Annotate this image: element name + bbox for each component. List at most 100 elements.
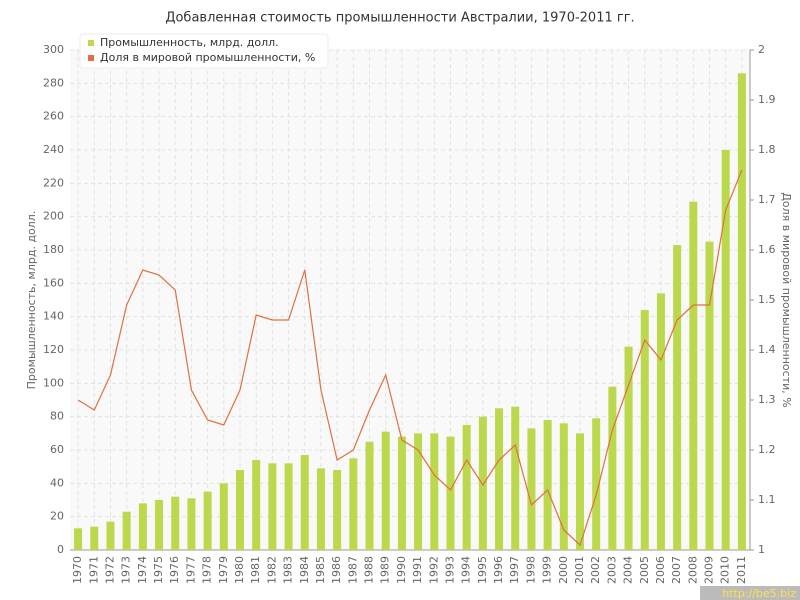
bar <box>624 346 633 550</box>
y-tick-label: 260 <box>43 110 64 123</box>
y2-tick-label: 1.2 <box>758 443 776 456</box>
x-tick-label: 1995 <box>476 556 489 584</box>
x-tick-label: 1980 <box>233 556 246 584</box>
x-tick-label: 2008 <box>686 556 699 584</box>
bar <box>155 500 164 550</box>
bar <box>252 460 261 550</box>
bar <box>187 498 196 550</box>
x-tick-label: 1991 <box>411 556 424 584</box>
x-tick-label: 1997 <box>508 556 521 584</box>
legend-box <box>79 33 329 69</box>
bar <box>640 310 649 550</box>
bar <box>122 511 131 550</box>
y2-tick-label: 1.6 <box>758 243 776 256</box>
x-tick-label: 2000 <box>557 556 570 584</box>
x-tick-label: 1978 <box>201 556 214 584</box>
y-tick-label: 280 <box>43 76 64 89</box>
bar <box>284 463 293 550</box>
bar <box>414 433 423 550</box>
legend: Промышленность, млрд. долл. Доля в мирово… <box>79 33 329 69</box>
y2-tick-label: 1.1 <box>758 493 776 506</box>
y2-tick-label: 1.5 <box>758 293 776 306</box>
x-tick-label: 2003 <box>605 556 618 584</box>
x-tick-label: 1979 <box>217 556 230 584</box>
bar <box>576 433 584 550</box>
bar <box>673 245 682 550</box>
y-tick-label: 220 <box>43 176 64 189</box>
y2-tick-label: 1 <box>758 543 765 556</box>
bar <box>495 408 504 550</box>
bar <box>236 470 244 550</box>
y-tick-label: 60 <box>50 443 64 456</box>
y-tick-label: 140 <box>43 310 64 323</box>
x-tick-label: 1972 <box>103 556 116 584</box>
x-tick-label: 1985 <box>314 556 327 584</box>
bar <box>478 416 487 550</box>
bar <box>316 468 325 550</box>
bar <box>608 386 617 550</box>
bar <box>397 436 406 550</box>
x-tick-label: 1974 <box>136 556 149 584</box>
y2-tick-label: 1.9 <box>758 93 776 106</box>
bar <box>446 436 455 550</box>
legend-swatch <box>88 40 94 46</box>
bar <box>559 423 568 550</box>
y-tick-label: 180 <box>43 243 64 256</box>
legend-label: Промышленность, млрд. долл. <box>100 36 279 49</box>
x-tick-label: 1987 <box>346 556 359 584</box>
legend-label: Доля в мировой промышленности, % <box>100 51 315 64</box>
x-tick-label: 1998 <box>524 556 537 584</box>
bar <box>527 428 536 550</box>
x-tick-label: 1977 <box>184 556 197 584</box>
y2-tick-label: 1.8 <box>758 143 776 156</box>
y2-axis-title: Доля в мировой промышленности, % <box>780 192 793 407</box>
y2-tick-label: 1.4 <box>758 343 776 356</box>
bar <box>592 418 601 550</box>
x-tick-label: 2007 <box>670 556 683 584</box>
y-tick-label: 300 <box>43 43 64 56</box>
bar <box>430 433 439 550</box>
y-tick-label: 160 <box>43 276 64 289</box>
x-tick-label: 2001 <box>573 556 586 584</box>
bar <box>90 526 99 550</box>
bar <box>689 201 698 550</box>
x-tick-label: 1992 <box>427 556 440 584</box>
x-tick-label: 1994 <box>460 556 473 584</box>
x-tick-label: 1975 <box>152 556 165 584</box>
x-tick-label: 2006 <box>654 556 667 584</box>
x-tick-label: 1990 <box>395 556 408 584</box>
y-tick-label: 120 <box>43 343 64 356</box>
watermark: http://be5.biz <box>722 587 796 600</box>
y-axis-title: Промышленность, млрд. долл. <box>25 211 38 390</box>
x-tick-label: 2002 <box>589 556 602 584</box>
bar <box>737 73 746 550</box>
x-tick-label: 1983 <box>282 556 295 584</box>
x-tick-label: 1984 <box>298 556 311 584</box>
bar <box>203 491 212 550</box>
x-tick-label: 1989 <box>379 556 392 584</box>
x-tick-label: 2010 <box>719 556 732 584</box>
x-tick-label: 1973 <box>120 556 133 584</box>
y-tick-label: 40 <box>50 476 64 489</box>
x-tick-label: 1976 <box>168 556 181 584</box>
y-tick-label: 20 <box>50 510 64 523</box>
bar <box>268 463 277 550</box>
y-tick-label: 80 <box>50 410 64 423</box>
x-tick-label: 1982 <box>265 556 278 584</box>
legend-swatch <box>88 55 94 61</box>
bar <box>300 455 309 550</box>
bar <box>381 431 390 550</box>
x-tick-label: 1981 <box>249 556 262 584</box>
x-tick-label: 1971 <box>87 556 100 584</box>
y2-tick-label: 1.7 <box>758 193 776 206</box>
x-tick-label: 2009 <box>703 556 716 584</box>
bar <box>462 425 471 550</box>
y2-tick-label: 1.3 <box>758 393 776 406</box>
bar <box>656 293 665 550</box>
bar <box>543 420 552 550</box>
x-tick-label: 1993 <box>443 556 456 584</box>
y2-tick-label: 2 <box>758 43 765 56</box>
bar <box>721 150 730 550</box>
x-tick-label: 1996 <box>492 556 505 584</box>
